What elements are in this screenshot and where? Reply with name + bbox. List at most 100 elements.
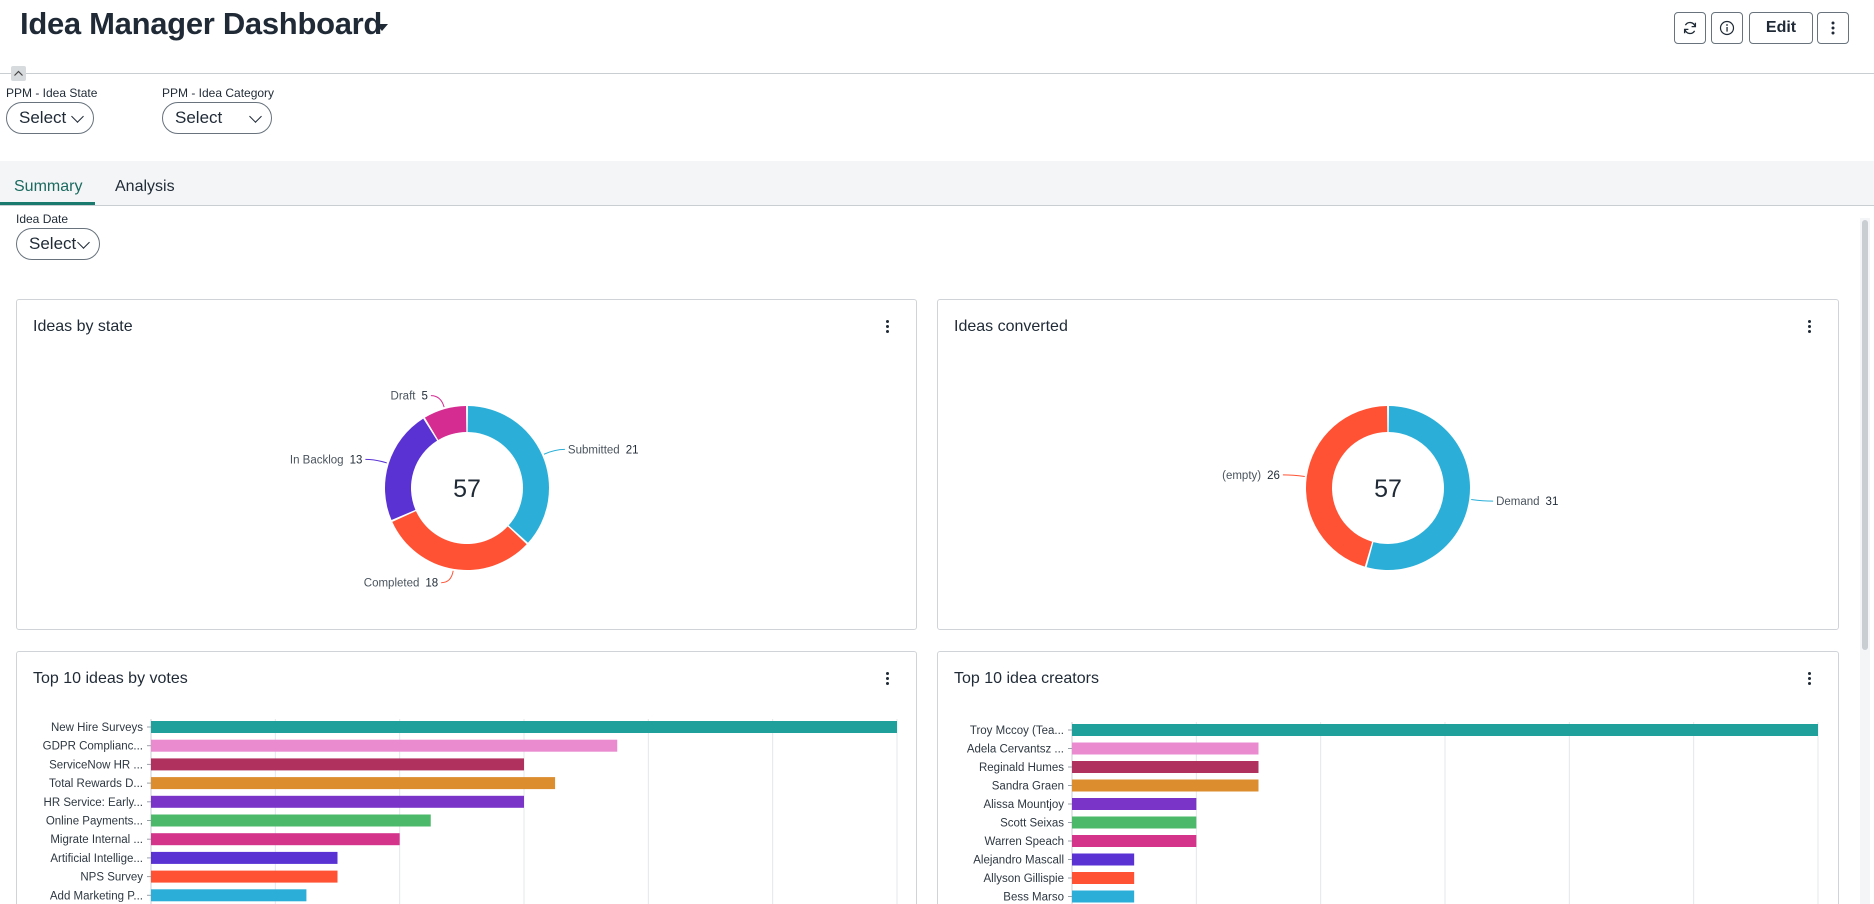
category-label: Adela Cervantsz ... (967, 744, 1064, 756)
slice-label: Draft 5 (391, 391, 428, 403)
tab-summary[interactable]: Summary (14, 178, 83, 195)
card-menu-icon[interactable] (1808, 320, 1812, 334)
tab-bar (0, 161, 1874, 206)
ideas-converted-chart: Demand 31 (empty) 26 57 (1222, 406, 1558, 570)
category-label: Scott Seixas (1000, 818, 1064, 830)
bar[interactable] (1072, 798, 1197, 810)
slice-label: In Backlog 13 (290, 454, 363, 466)
idea-category-select[interactable]: Select (162, 102, 272, 134)
slice-label: Demand 31 (1496, 496, 1558, 508)
active-tab-indicator (0, 202, 95, 205)
slice-leader-line (1471, 499, 1494, 502)
card-ideas-converted: Ideas converted Demand 31 (empty) 26 57 (937, 299, 1839, 630)
bar[interactable] (151, 758, 524, 771)
card-menu-icon[interactable] (886, 320, 890, 334)
category-label: Alissa Mountjoy (983, 799, 1064, 811)
card-title: Ideas converted (954, 318, 1068, 335)
info-icon (1719, 20, 1735, 36)
category-label: Sandra Graen (992, 781, 1064, 793)
bar[interactable] (151, 777, 556, 790)
slice-label: Completed 18 (364, 578, 438, 590)
bar[interactable] (151, 851, 338, 864)
scrollbar-thumb[interactable] (1862, 220, 1868, 650)
slice-leader-line (430, 395, 445, 408)
category-label: Troy Mccoy (Tea... (970, 725, 1064, 737)
chevron-up-icon (14, 70, 23, 76)
idea-date-select-value: Select (29, 234, 77, 253)
slice-leader-line (1282, 474, 1305, 477)
bar[interactable] (1072, 724, 1818, 736)
card-ideas-by-state: Ideas by state Submitted 21 Completed 18 In … (16, 299, 917, 630)
bar[interactable] (151, 814, 431, 827)
category-label: Warren Speach (985, 836, 1064, 848)
category-label: Online Payments... (46, 816, 143, 828)
category-label: Total Rewards D... (49, 778, 143, 790)
bar[interactable] (151, 721, 897, 733)
donut-slice[interactable] (424, 406, 467, 440)
bar[interactable] (151, 833, 400, 846)
category-label: Migrate Internal ... (50, 834, 143, 846)
filter-label-idea-date: Idea Date (16, 212, 69, 226)
donut-slice[interactable] (1306, 406, 1388, 567)
bar[interactable] (151, 795, 524, 808)
bar[interactable] (1072, 835, 1197, 847)
slice-leader-line (543, 448, 565, 455)
donut-total: 57 (1374, 475, 1402, 503)
bar[interactable] (1072, 761, 1259, 773)
bar[interactable] (1072, 872, 1135, 884)
idea-state-select[interactable]: Select (6, 102, 94, 134)
idea-date-select[interactable]: Select (16, 228, 100, 260)
collapse-filters-button[interactable] (11, 66, 26, 81)
idea-state-select-value: Select (19, 108, 67, 127)
category-label: ServiceNow HR ... (49, 759, 143, 771)
more-options-button[interactable] (1817, 12, 1849, 44)
donut-slice[interactable] (392, 511, 527, 570)
card-top-ideas-by-votes: Top 10 ideas by votes New Hire Surveys GD… (16, 651, 917, 904)
card-menu-icon[interactable] (1808, 672, 1812, 686)
bar[interactable] (151, 739, 618, 752)
refresh-button[interactable] (1674, 12, 1706, 44)
category-label: Add Marketing P... (50, 890, 143, 902)
category-label: GDPR Complianc... (43, 741, 143, 753)
card-title: Top 10 idea creators (954, 670, 1099, 687)
card-top-idea-creators: Top 10 idea creators Troy Mccoy (Tea... A… (937, 651, 1839, 904)
bar[interactable] (1072, 816, 1197, 829)
category-label: NPS Survey (80, 872, 143, 884)
bar[interactable] (1072, 779, 1259, 792)
bar[interactable] (151, 870, 338, 883)
category-label: New Hire Surveys (51, 722, 143, 734)
slice-leader-line (365, 458, 387, 464)
title-dropdown-icon[interactable] (376, 24, 388, 31)
chevron-down-icon (77, 236, 90, 249)
card-title: Ideas by state (33, 318, 133, 335)
bar[interactable] (1072, 853, 1135, 866)
card-title: Top 10 ideas by votes (33, 670, 188, 687)
top-ideas-by-votes-chart: New Hire Surveys GDPR Complianc... Service… (43, 719, 898, 904)
info-button[interactable] (1711, 12, 1743, 44)
chevron-down-icon (71, 110, 84, 123)
category-label: Artificial Intellige... (50, 853, 143, 865)
slice-label: Submitted 21 (568, 444, 639, 456)
tab-analysis[interactable]: Analysis (115, 178, 175, 195)
category-label: Bess Marso (1003, 892, 1064, 904)
top-idea-creators-chart: Troy Mccoy (Tea... Adela Cervantsz ... Reg… (967, 722, 1819, 904)
donut-slice[interactable] (1366, 406, 1470, 570)
donut-total: 57 (453, 475, 481, 503)
bar[interactable] (151, 889, 307, 902)
category-label: HR Service: Early... (44, 797, 143, 809)
filter-label-idea-category: PPM - Idea Category (162, 86, 275, 100)
ideas-by-state-chart: Submitted 21 Completed 18 In Backlog 13 Draft 5… (290, 391, 639, 590)
category-label: Reginald Humes (979, 762, 1064, 774)
bar[interactable] (1072, 890, 1135, 903)
slice-leader-line (441, 570, 454, 584)
filter-label-idea-state: PPM - Idea State (6, 86, 98, 100)
donut-slice[interactable] (385, 418, 438, 521)
page-title: Idea Manager Dashboard (20, 6, 383, 41)
edit-button[interactable]: Edit (1749, 12, 1813, 44)
bar[interactable] (1072, 742, 1259, 755)
donut-slice[interactable] (467, 406, 549, 543)
category-label: Allyson Gillispie (983, 873, 1064, 885)
refresh-icon (1683, 21, 1697, 35)
card-menu-icon[interactable] (886, 672, 890, 686)
category-label: Alejandro Mascall (973, 855, 1064, 867)
